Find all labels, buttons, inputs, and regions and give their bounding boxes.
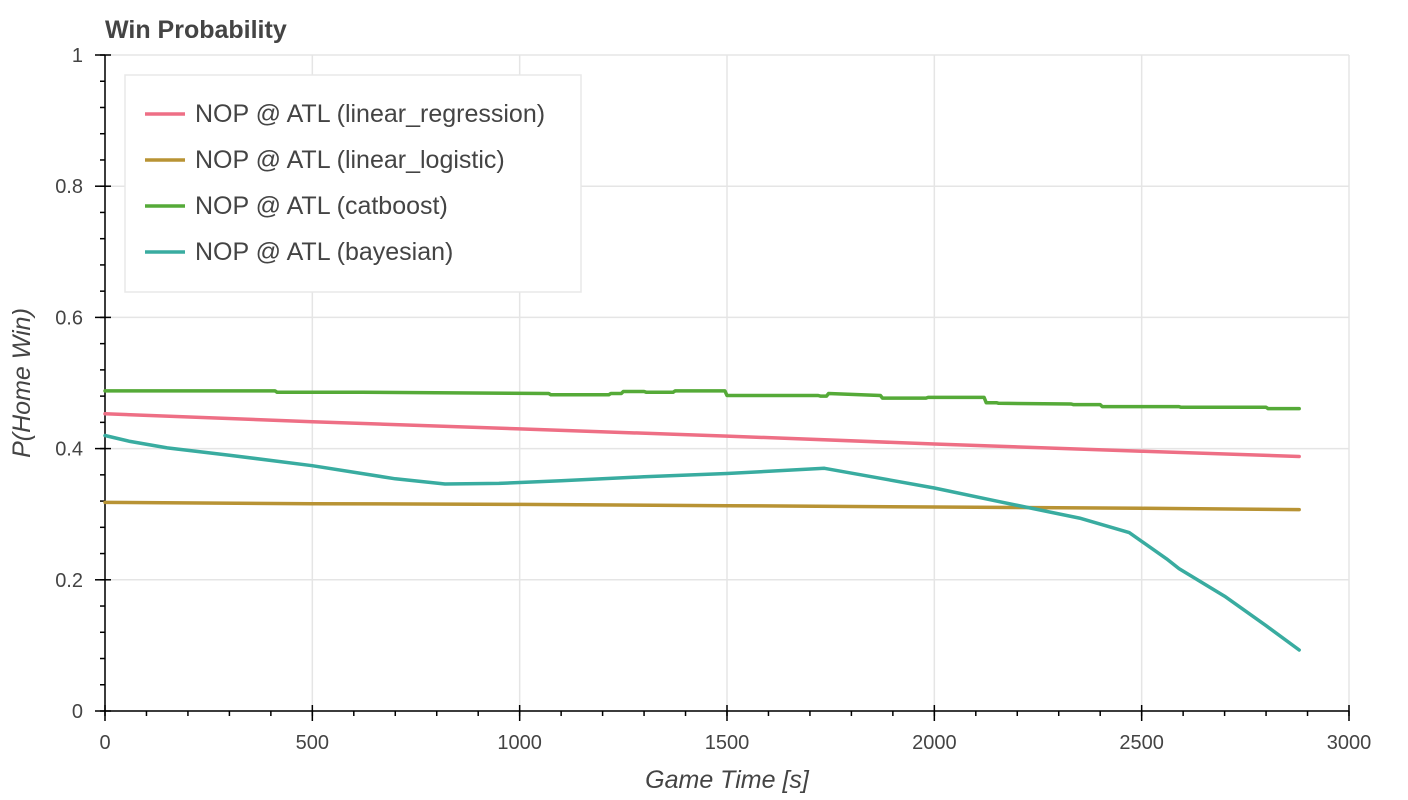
y-tick-label: 0.6 bbox=[55, 307, 83, 329]
legend-label: NOP @ ATL (linear_logistic) bbox=[195, 146, 505, 174]
y-tick-label: 0.8 bbox=[55, 176, 83, 198]
x-tick-label: 1500 bbox=[705, 732, 750, 754]
y-tick-label: 0.2 bbox=[55, 570, 83, 592]
x-axis-label: Game Time [s] bbox=[645, 766, 810, 794]
series-line-2 bbox=[103, 389, 1301, 411]
legend-label: NOP @ ATL (linear_regression) bbox=[195, 100, 545, 128]
series-line-3 bbox=[103, 433, 1301, 652]
legend-box bbox=[124, 74, 582, 293]
y-tick-label: 0 bbox=[72, 701, 83, 723]
x-tick-label: 1000 bbox=[497, 732, 542, 754]
x-tick-label: 0 bbox=[99, 732, 110, 754]
y-tick-label: 0.4 bbox=[55, 439, 83, 461]
series-group bbox=[103, 389, 1301, 652]
x-tick-label: 2500 bbox=[1119, 732, 1164, 754]
series-line-0 bbox=[103, 412, 1301, 459]
x-tick-label: 3000 bbox=[1327, 732, 1372, 754]
legend-label: NOP @ ATL (bayesian) bbox=[195, 238, 453, 266]
y-tick-label: 1 bbox=[72, 45, 83, 67]
axes: 0 500 1000 1500 2000 2500 3000 0 0.2 0.4 0.6 0.8 1 bbox=[55, 45, 1371, 754]
y-axis-label: P(Home Win) bbox=[8, 308, 36, 458]
x-tick-label: 500 bbox=[296, 732, 329, 754]
chart-title: Win Probability bbox=[105, 16, 287, 44]
legend: NOP @ ATL (linear_regression) NOP @ ATL (… bbox=[124, 74, 582, 293]
legend-label: NOP @ ATL (catboost) bbox=[195, 192, 448, 220]
x-tick-label: 2000 bbox=[912, 732, 957, 754]
series-line-1 bbox=[103, 500, 1301, 512]
